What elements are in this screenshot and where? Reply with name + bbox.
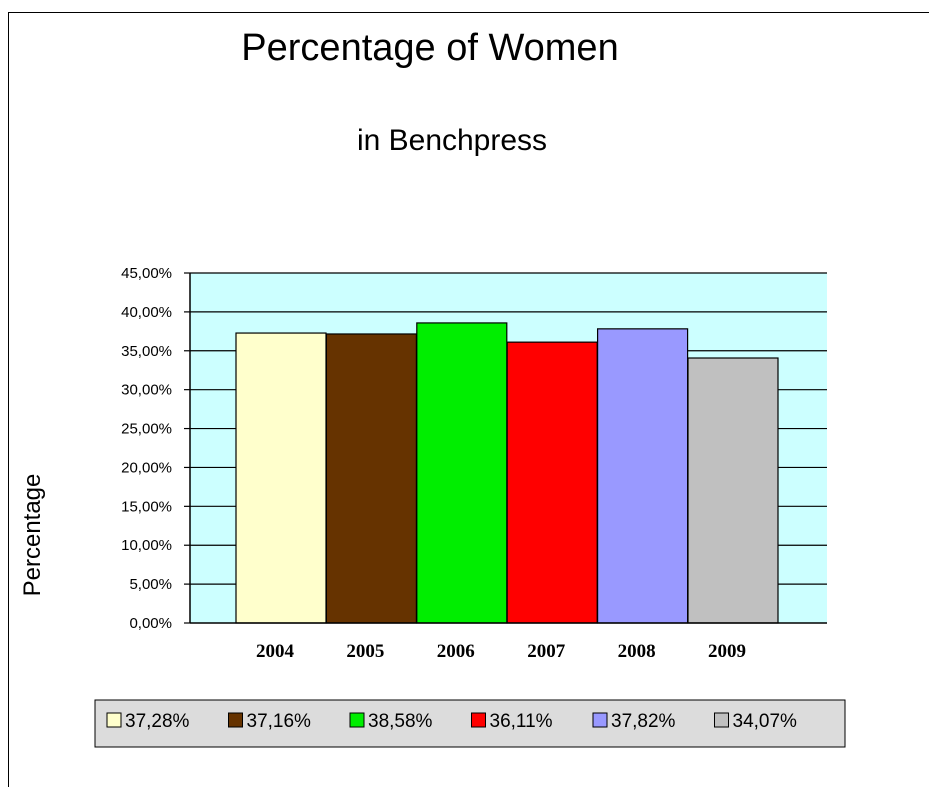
legend-swatch (592, 712, 608, 728)
y-tick-label: 40,00% (121, 304, 172, 321)
legend-swatch (714, 712, 729, 728)
frame-border-left (8, 12, 9, 787)
bar-2006 (416, 322, 508, 624)
frame-border-top (8, 12, 929, 13)
x-tick-label: 2009 (708, 641, 746, 662)
y-tick-label: 20,00% (121, 459, 172, 476)
x-tick-labels: 2004 2005 2006 2007 2008 2009 (256, 641, 746, 662)
legend-entries: 37,28% 37,16% 38,58% 36,11% 37,82% 34,07% (106, 711, 798, 732)
y-tick-labels: 0,00% 5,00% 10,00% 15,00% 20,00% 25,00% 30,00%… (121, 265, 172, 632)
y-tick-label: 25,00% (121, 421, 172, 438)
legend-swatch (349, 712, 365, 728)
y-axis-label: Percentage (19, 474, 46, 597)
bar-2008 (596, 328, 689, 624)
x-tick-label: 2008 (618, 641, 656, 662)
y-tick-label: 0,00% (129, 615, 172, 632)
legend-swatch (228, 712, 243, 728)
legend-swatch (471, 712, 486, 728)
legend-swatch (106, 712, 122, 728)
x-tick-label: 2006 (437, 641, 475, 662)
y-tick-label: 10,00% (121, 537, 172, 554)
x-tick-label: 2007 (527, 641, 566, 662)
bars (235, 322, 779, 624)
chart-subtitle: in Benchpress (357, 124, 547, 157)
x-tick-label: 2004 (256, 641, 295, 662)
y-tick-label: 15,00% (121, 498, 172, 515)
legend-label: 37,16% (247, 711, 312, 732)
legend-label: 37,28% (125, 711, 190, 732)
x-tick-label: 2005 (346, 641, 384, 662)
y-tick-label: 45,00% (121, 265, 172, 282)
bar-2004 (235, 332, 327, 624)
legend-label: 37,82% (611, 711, 676, 732)
y-tick-label: 30,00% (121, 382, 172, 399)
y-tick-label: 35,00% (121, 343, 172, 360)
bar-2005 (325, 333, 417, 624)
y-tick-label: 5,00% (129, 576, 172, 593)
chart-title: Percentage of Women (241, 27, 618, 69)
legend-label: 36,11% (490, 711, 553, 732)
legend-label: 34,07% (733, 711, 798, 732)
bar-2009 (687, 357, 779, 624)
bar-2007 (506, 341, 598, 624)
legend-label: 38,58% (368, 711, 433, 732)
